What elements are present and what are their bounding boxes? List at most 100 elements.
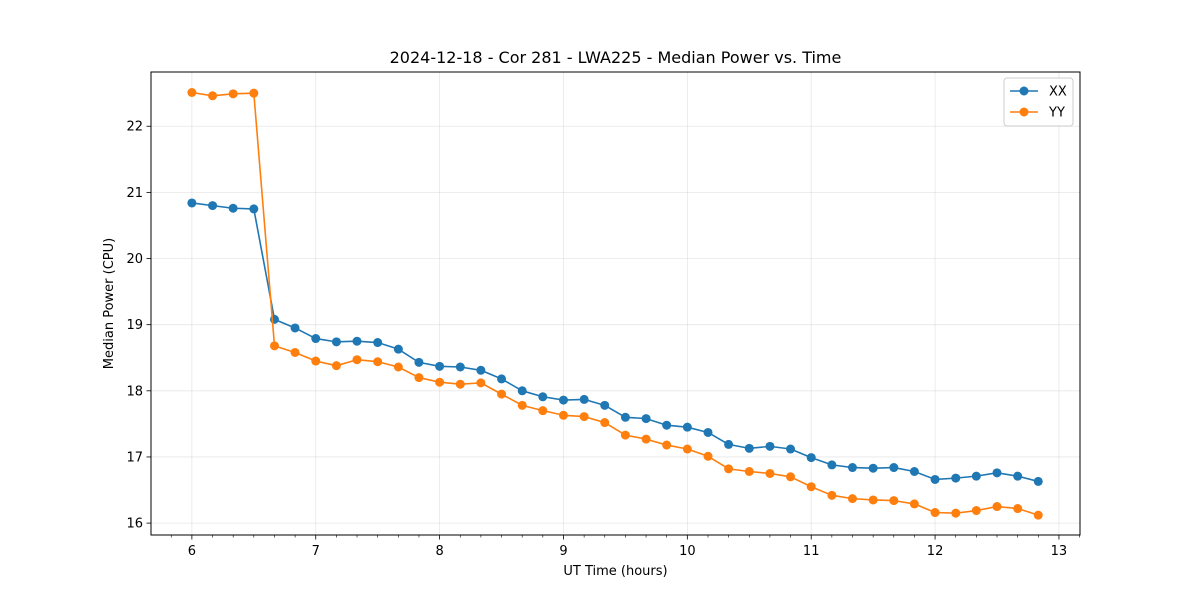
data-point-yy <box>868 495 878 505</box>
data-point-xx <box>311 334 321 344</box>
data-point-xx <box>703 427 713 437</box>
x-tick-label: 9 <box>559 544 567 559</box>
data-point-xx <box>724 439 734 449</box>
data-point-yy <box>497 389 507 399</box>
data-point-yy <box>517 400 527 410</box>
x-tick-label: 11 <box>803 544 820 559</box>
data-point-yy <box>786 472 796 482</box>
data-point-xx <box>909 467 919 477</box>
x-tick-label: 7 <box>312 544 320 559</box>
data-point-yy <box>435 377 445 387</box>
data-point-xx <box>517 386 527 396</box>
data-point-xx <box>662 420 672 430</box>
data-point-xx <box>187 198 197 208</box>
grid-layer <box>151 72 1080 535</box>
data-point-yy <box>187 88 197 98</box>
data-point-yy <box>579 412 589 422</box>
data-point-yy <box>827 490 837 500</box>
y-tick-label: 20 <box>126 252 143 267</box>
data-point-yy <box>249 88 259 98</box>
data-point-yy <box>269 341 279 351</box>
data-point-xx <box>682 422 692 432</box>
data-point-xx <box>847 463 857 473</box>
series-layer <box>187 88 1043 520</box>
data-point-yy <box>703 451 713 461</box>
x-tick-label: 13 <box>1051 544 1068 559</box>
data-point-xx <box>290 323 300 333</box>
legend-label-yy: YY <box>1048 106 1065 121</box>
data-point-xx <box>1013 471 1023 481</box>
data-point-xx <box>455 362 465 372</box>
y-tick-label: 22 <box>126 120 143 135</box>
x-axis-label: UT Time (hours) <box>563 564 667 579</box>
data-point-yy <box>662 440 672 450</box>
data-point-xx <box>435 361 445 371</box>
data-point-xx <box>827 460 837 470</box>
data-point-xx <box>352 336 362 346</box>
data-point-xx <box>579 394 589 404</box>
data-point-yy <box>765 468 775 478</box>
legend-marker-yy <box>1019 107 1029 117</box>
data-point-yy <box>208 91 218 101</box>
data-point-yy <box>930 508 940 518</box>
data-point-yy <box>455 379 465 389</box>
data-point-xx <box>744 443 754 453</box>
data-point-xx <box>373 338 383 348</box>
y-tick-label: 18 <box>126 384 143 399</box>
data-point-xx <box>951 473 961 483</box>
data-point-xx <box>930 474 940 484</box>
data-point-yy <box>1013 504 1023 514</box>
data-point-yy <box>909 499 919 509</box>
x-tick-label: 10 <box>679 544 696 559</box>
data-point-xx <box>786 444 796 454</box>
data-point-xx <box>889 463 899 473</box>
data-point-yy <box>847 494 857 504</box>
data-point-xx <box>765 441 775 451</box>
data-point-yy <box>290 347 300 357</box>
data-point-xx <box>497 374 507 384</box>
data-point-xx <box>414 357 424 367</box>
data-point-xx <box>393 344 403 354</box>
plot-frame <box>150 71 1081 536</box>
data-point-xx <box>868 463 878 473</box>
data-point-yy <box>311 356 321 366</box>
data-point-xx <box>538 392 548 402</box>
data-point-yy <box>1033 510 1043 520</box>
data-point-yy <box>476 378 486 388</box>
data-point-yy <box>806 482 816 492</box>
data-point-xx <box>600 400 610 410</box>
data-point-xx <box>641 414 651 424</box>
y-tick-label: 16 <box>126 517 143 532</box>
y-axis-label: Median Power (CPU) <box>102 238 117 369</box>
data-point-xx <box>476 365 486 375</box>
data-point-xx <box>558 395 568 405</box>
legend-label-xx: XX <box>1049 85 1067 100</box>
data-point-yy <box>228 89 238 99</box>
data-point-xx <box>228 203 238 213</box>
y-tick-label: 21 <box>126 186 143 201</box>
x-tick-label: 6 <box>188 544 196 559</box>
y-tick-label: 19 <box>126 318 143 333</box>
data-point-yy <box>600 418 610 428</box>
data-point-yy <box>951 508 961 518</box>
data-point-yy <box>414 373 424 383</box>
data-point-xx <box>806 453 816 463</box>
data-point-yy <box>744 467 754 477</box>
data-point-xx <box>249 204 259 214</box>
data-point-yy <box>971 506 981 516</box>
data-point-xx <box>331 337 341 347</box>
legend: XX YY <box>1003 77 1074 127</box>
data-point-yy <box>393 362 403 372</box>
data-point-xx <box>992 468 1002 478</box>
data-point-xx <box>1033 476 1043 486</box>
legend-marker-xx <box>1019 86 1029 96</box>
data-point-yy <box>620 430 630 440</box>
data-point-yy <box>889 496 899 506</box>
chart-title: 2024-12-18 - Cor 281 - LWA225 - Median P… <box>390 48 842 67</box>
data-point-yy <box>352 355 362 365</box>
y-tick-label: 17 <box>126 450 143 465</box>
data-point-yy <box>992 502 1002 512</box>
data-point-yy <box>724 464 734 474</box>
